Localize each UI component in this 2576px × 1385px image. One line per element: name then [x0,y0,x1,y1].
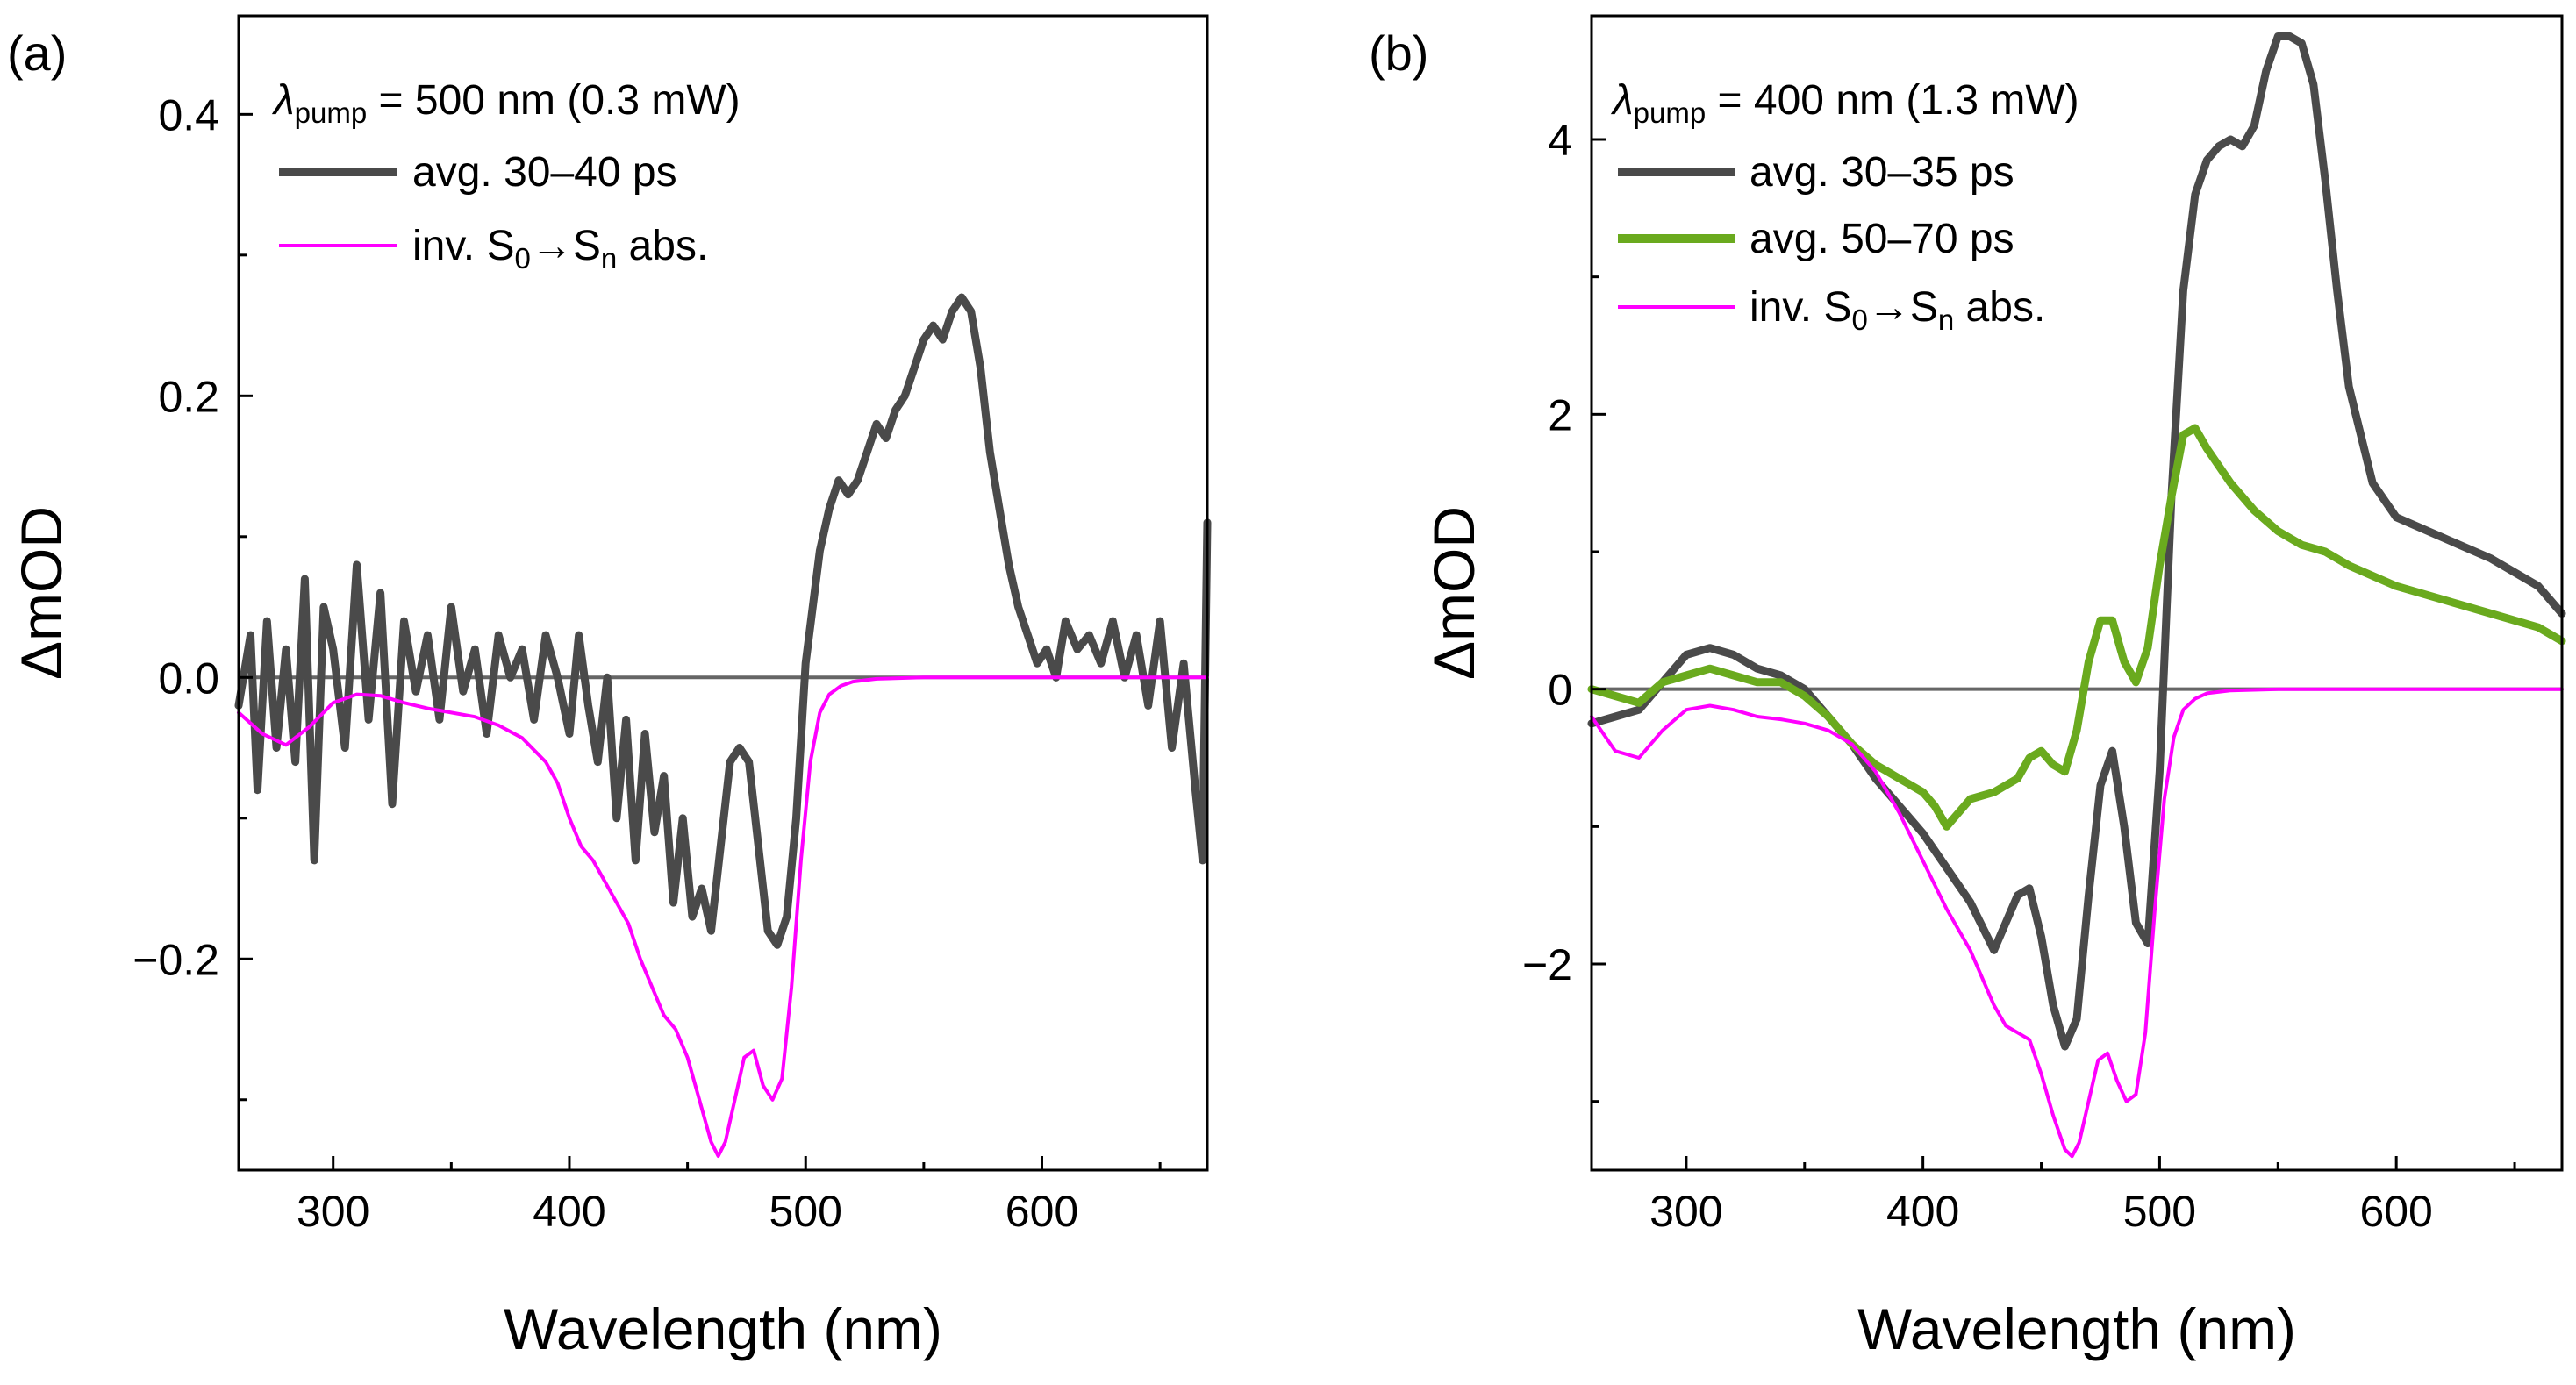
legend-label-inv: inv. S0→Sn abs. [1750,284,2045,336]
y-tick-label: 2 [1548,390,1572,439]
y-tick-label: 0.4 [158,90,219,139]
series-line-1 [1587,424,2566,831]
series-line-0 [1587,32,2566,1051]
x-tick-label: 400 [1886,1187,1959,1236]
y-axis-title: ΔmOD [9,506,74,680]
plot-frame [237,14,1209,1172]
x-tick-label: 300 [297,1187,369,1236]
legend-header: λpump = 500 nm (0.3 mW) [271,77,741,129]
x-tick-label: 400 [533,1187,605,1236]
x-tick-label: 500 [2123,1187,2196,1236]
panel-label-a: (a) [7,25,67,81]
legend-label-avg: avg. 30–40 ps [412,149,677,196]
x-ticks: 300 400 500 600 [297,1156,1162,1236]
legend-label-avg2: avg. 50–70 ps [1750,216,2014,262]
y-tick-label: 0 [1548,666,1572,715]
y-tick-label: −0.2 [132,935,219,984]
x-tick-label: 600 [2359,1187,2432,1236]
x-ticks: 300 400 500 600 [1649,1156,2516,1236]
legend-label-avg1: avg. 30–35 ps [1750,149,2014,196]
legend: λpump = 500 nm (0.3 mW) avg. 30–40 ps in… [271,77,741,275]
series-layer [234,293,1212,1158]
legend-header: λpump = 400 nm (1.3 mW) [1610,77,2079,129]
y-axis-title: ΔmOD [1421,506,1486,680]
y-tick-label: 0.2 [158,372,219,421]
x-tick-label: 600 [1005,1187,1078,1236]
y-tick-label: −2 [1522,940,1572,989]
x-tick-label: 500 [769,1187,842,1236]
series-line-2 [1590,687,2564,1159]
legend-label-inv: inv. S0→Sn abs. [412,223,708,275]
x-axis-title: Wavelength (nm) [1857,1296,2296,1361]
series-line-0 [234,293,1212,949]
y-tick-label: 4 [1548,116,1572,165]
x-tick-label: 300 [1649,1187,1722,1236]
y-tick-label: 0.0 [158,653,219,703]
plot-frame [1590,14,2564,1172]
x-axis-title: Wavelength (nm) [504,1296,942,1361]
chart-panel-a: 300 400 500 600 −0.2 0.0 0.2 0.4 Wavelength (n… [9,14,1212,1361]
panel-label-b: (b) [1369,25,1428,81]
y-ticks: −2 0 2 4 [1522,116,1606,1103]
legend: λpump = 400 nm (1.3 mW) avg. 30–35 ps av… [1610,77,2079,336]
series-line-1 [237,675,1209,1158]
y-ticks: −0.2 0.0 0.2 0.4 [132,90,253,1102]
series-layer [1587,32,2566,1159]
